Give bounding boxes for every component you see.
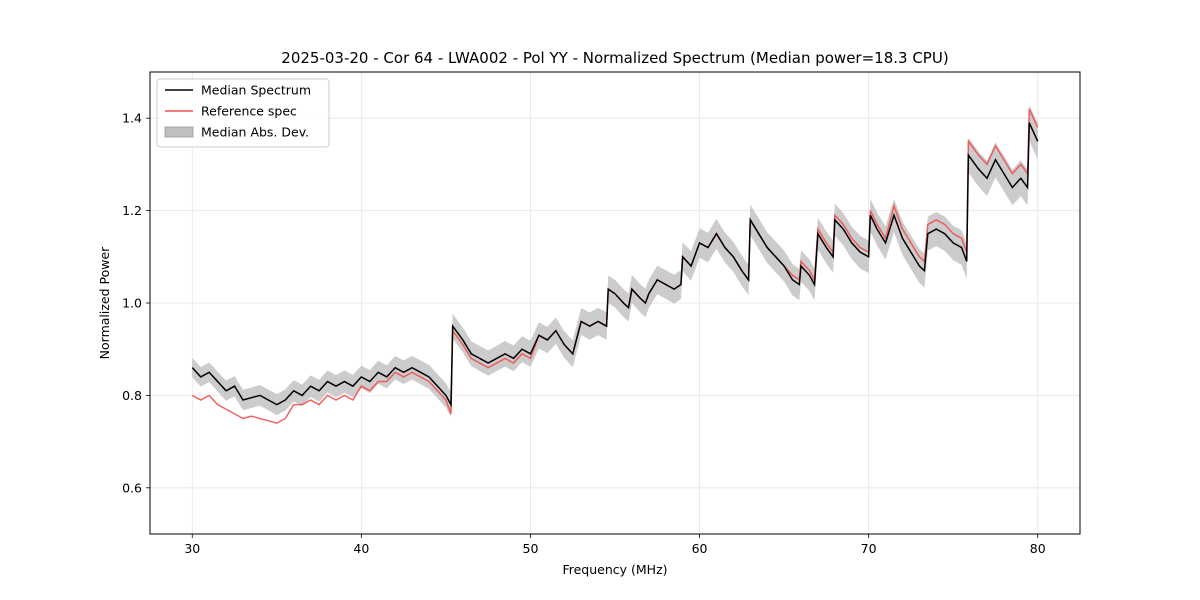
x-axis-label: Frequency (MHz) bbox=[562, 562, 667, 577]
x-tick-label: 60 bbox=[692, 541, 708, 556]
y-tick-label: 1.4 bbox=[122, 111, 142, 126]
y-tick-label: 0.6 bbox=[122, 480, 142, 495]
x-tick-label: 80 bbox=[1030, 541, 1046, 556]
x-tick-label: 50 bbox=[523, 541, 539, 556]
chart-title: 2025-03-20 - Cor 64 - LWA002 - Pol YY - … bbox=[281, 49, 948, 67]
y-tick-label: 0.8 bbox=[122, 388, 142, 403]
series-layer bbox=[191, 108, 1039, 424]
series-line-median-spectrum bbox=[191, 122, 1039, 408]
x-tick-label: 70 bbox=[861, 541, 877, 556]
y-axis-ticks: 0.6 0.8 1.0 1.2 1.4 bbox=[122, 111, 150, 495]
legend-box bbox=[156, 78, 330, 148]
x-tick-label: 30 bbox=[184, 541, 200, 556]
legend-swatch-median-abs-dev bbox=[164, 126, 194, 138]
legend-label-reference-spec: Reference spec bbox=[201, 104, 297, 119]
x-tick-label: 40 bbox=[353, 541, 369, 556]
mad-band-layer bbox=[192, 104, 1038, 417]
x-axis-ticks: 30 40 50 60 70 80 bbox=[184, 534, 1046, 556]
mad-band bbox=[192, 104, 1038, 417]
legend-label-median-spectrum: Median Spectrum bbox=[201, 83, 311, 98]
legend-label-median-abs-dev: Median Abs. Dev. bbox=[201, 125, 309, 140]
y-axis-label: Normalized Power bbox=[97, 246, 112, 360]
y-tick-label: 1.2 bbox=[122, 203, 142, 218]
legend: Median Spectrum Reference spec Median Ab… bbox=[156, 78, 330, 148]
y-tick-label: 1.0 bbox=[122, 296, 142, 311]
